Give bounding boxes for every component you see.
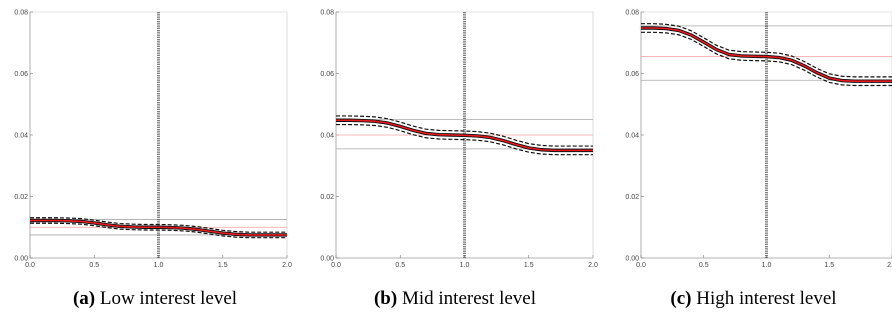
caption-b-text: Mid interest level — [401, 288, 536, 309]
chart-a: 0.00 0.02 0.04 0.06 0.08 0.0 0.5 1.0 1.5 2.0 — [14, 10, 292, 270]
chart-b-ytick-label: 0.00 — [320, 256, 334, 263]
chart-panel-a: 0.00 0.02 0.04 0.06 0.08 0.0 0.5 1.0 1.5 2.0 (a) … — [0, 0, 300, 320]
chart-a-series-mean — [30, 219, 287, 236]
chart-panel-b: 0.00 0.02 0.04 0.06 0.08 0.0 0.5 1.0 1.5 2.0 (b) … — [300, 0, 600, 320]
caption-a-label: (a) — [72, 288, 96, 309]
chart-a-xtick-label: 2.0 — [282, 262, 292, 269]
chart-a-ytick-label: 0.00 — [14, 256, 28, 263]
chart-a-series-upper — [30, 217, 287, 233]
chart-c-xtick-label: 0.0 — [636, 262, 646, 269]
chart-a-xtick-label: 0.5 — [89, 262, 99, 269]
chart-c-series-lower — [641, 31, 892, 87]
chart-c-ytick-label: 0.02 — [625, 194, 639, 201]
chart-a-xtick-label: 1.5 — [218, 262, 228, 269]
chart-b-xtick-label: 1.0 — [460, 262, 470, 269]
chart-c-series-mean — [641, 27, 892, 82]
chart-c-xtick-label: 2.0 — [887, 262, 892, 269]
caption-a-text: Low interest level — [99, 288, 238, 309]
caption-a: (a) Low interest level — [20, 288, 290, 310]
caption-c-label: (c) — [670, 288, 692, 309]
chart-b-xtick-label: 0.0 — [331, 262, 341, 269]
chart-a-ytick-label: 0.08 — [14, 10, 28, 17]
caption-b: (b) Mid interest level — [315, 288, 595, 310]
chart-b-ytick-label: 0.08 — [320, 10, 334, 17]
chart-c: 0.00 0.02 0.04 0.06 0.08 0.0 0.5 1.0 1.5 2.0 — [625, 10, 892, 269]
chart-b-series-lower — [336, 123, 593, 156]
caption-c: (c) High interest level — [615, 288, 892, 310]
chart-a-ytick-label: 0.02 — [14, 194, 28, 201]
chart-a-ytick-label: 0.04 — [14, 133, 28, 140]
chart-c-xtick-label: 0.5 — [699, 262, 709, 269]
chart-c-xtick-label: 1.5 — [824, 262, 834, 269]
caption-b-label: (b) — [373, 288, 398, 309]
chart-b-xtick-label: 1.5 — [524, 262, 534, 269]
chart-panel-c: 0.00 0.02 0.04 0.06 0.08 0.0 0.5 1.0 1.5 2.0 (c) … — [600, 0, 892, 320]
chart-a-ytick-label: 0.06 — [14, 71, 28, 78]
chart-b-xtick-label: 0.5 — [395, 262, 405, 269]
chart-b-xtick-label: 2.0 — [588, 262, 598, 269]
chart-c-ytick-label: 0.04 — [625, 133, 639, 140]
chart-c-series-upper — [641, 23, 892, 78]
chart-b-ytick-label: 0.06 — [320, 71, 334, 78]
chart-a-xtick-label: 1.0 — [154, 262, 164, 269]
chart-b-ytick-label: 0.04 — [320, 133, 334, 140]
chart-c-ytick-label: 0.06 — [625, 71, 639, 78]
chart-b-ytick-label: 0.02 — [320, 194, 334, 201]
chart-a-series-lower — [30, 222, 287, 239]
caption-c-text: High interest level — [696, 288, 837, 309]
chart-c-xtick-label: 1.0 — [762, 262, 772, 269]
chart-a-xtick-label: 0.0 — [25, 262, 35, 269]
chart-c-ytick-label: 0.00 — [625, 256, 639, 263]
chart-b-series-upper — [336, 115, 593, 147]
chart-b-series-mean — [336, 119, 593, 152]
chart-c-ytick-label: 0.08 — [625, 10, 639, 17]
chart-b: 0.00 0.02 0.04 0.06 0.08 0.0 0.5 1.0 1.5 2.0 — [320, 10, 598, 270]
